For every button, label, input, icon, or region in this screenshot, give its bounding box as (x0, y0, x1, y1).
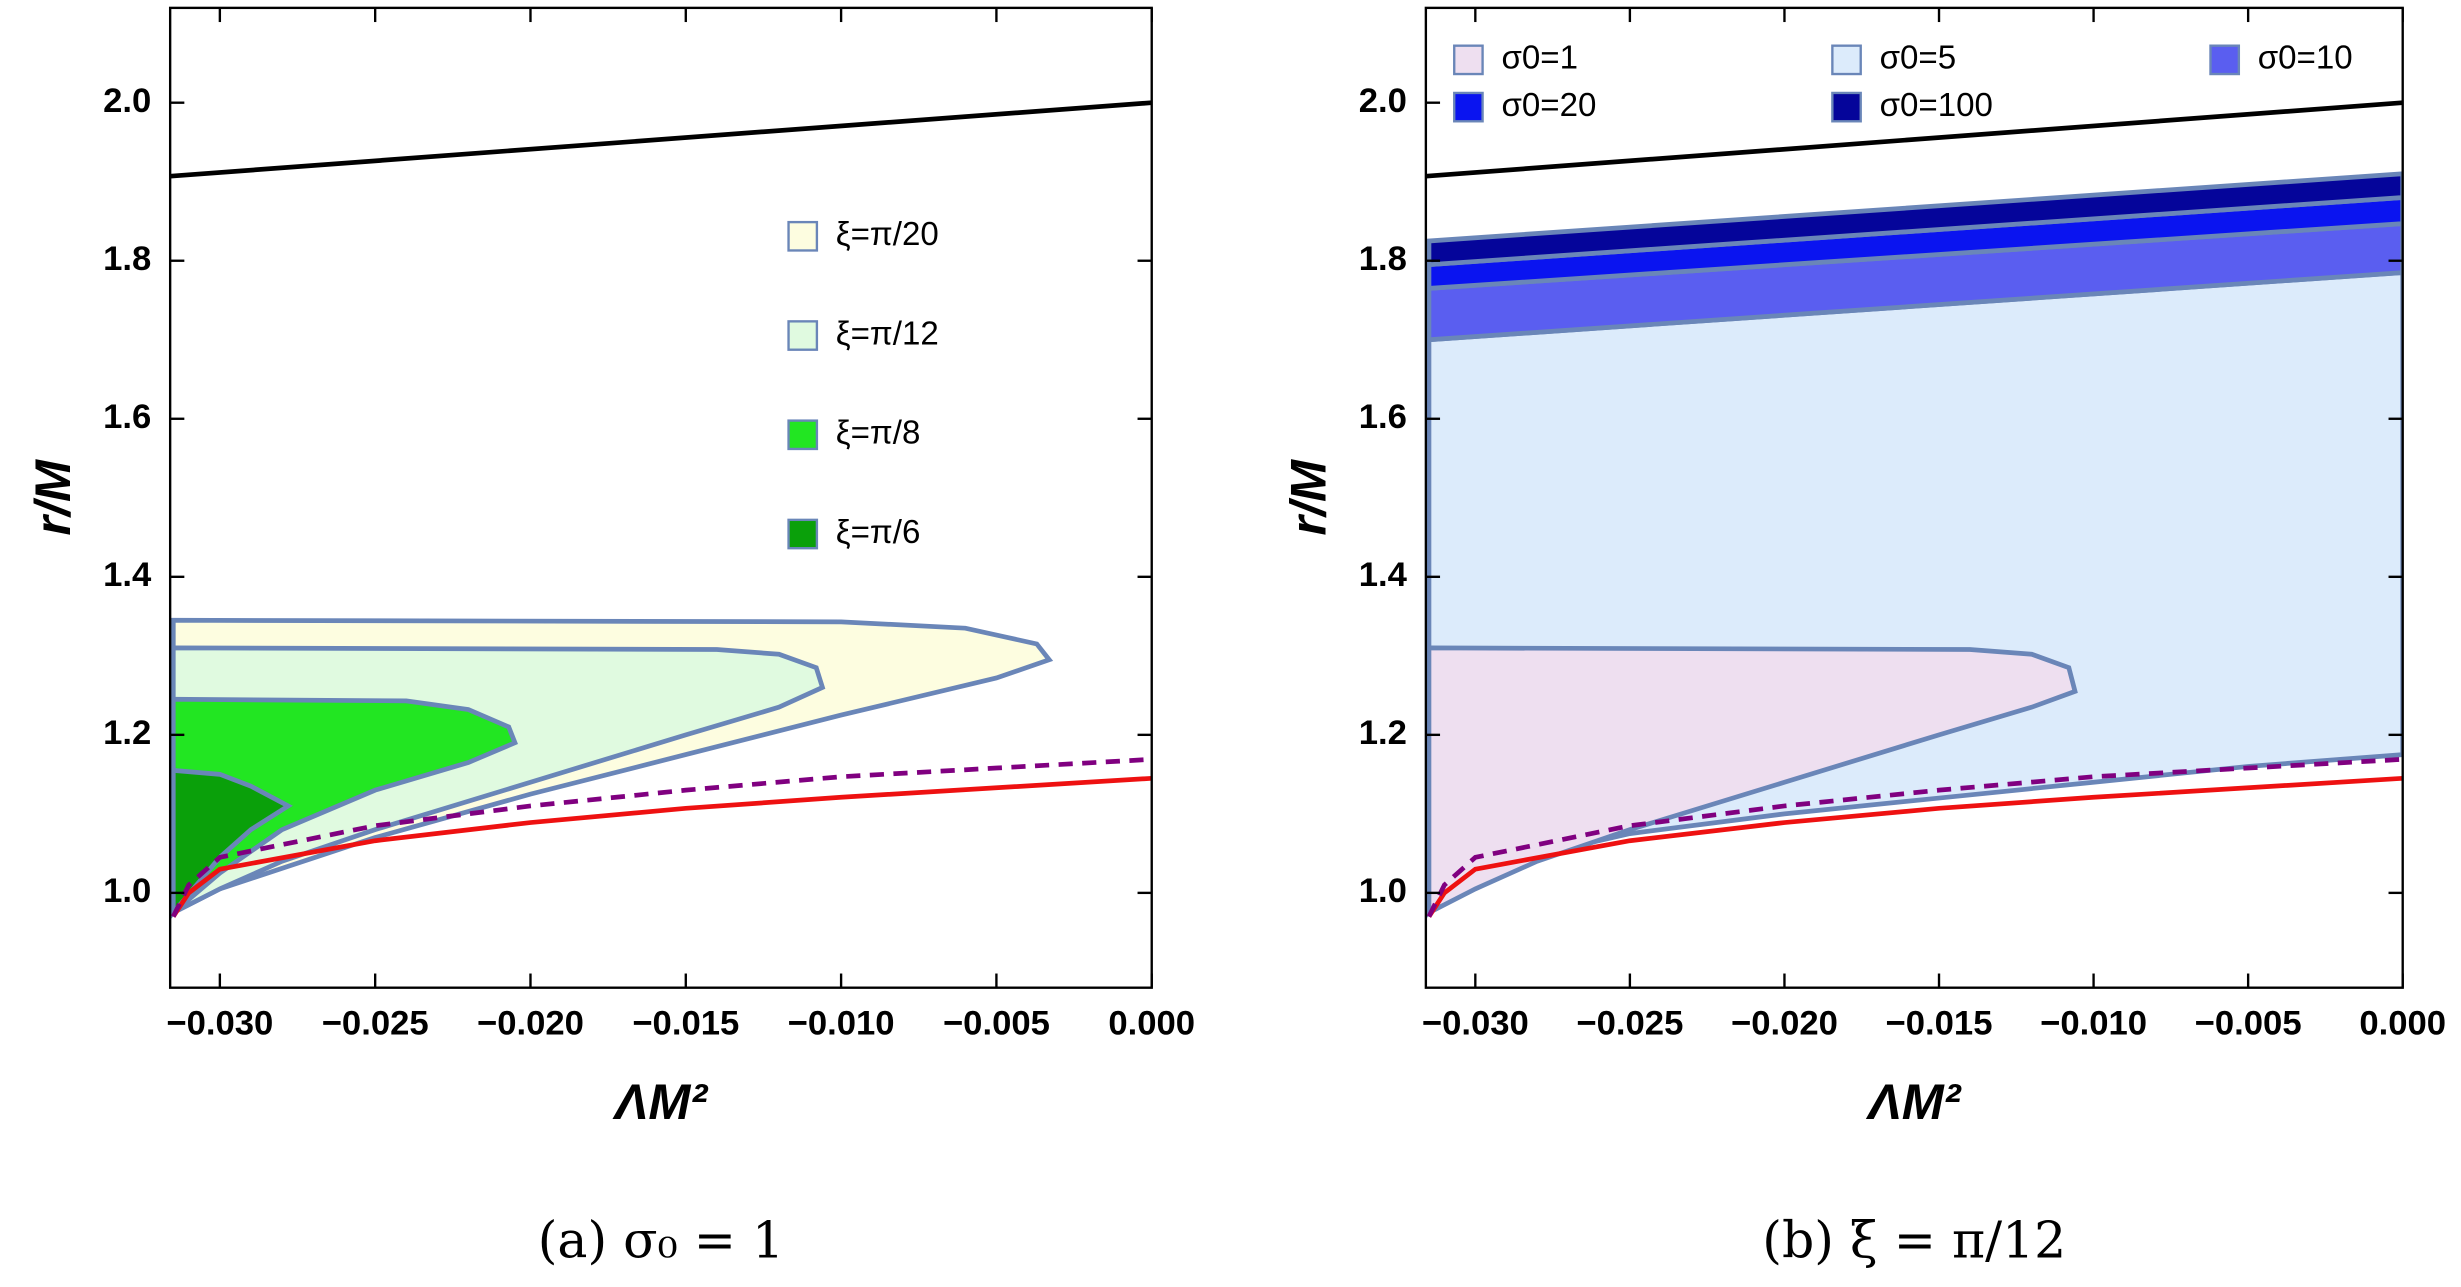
caption: (a) σ₀ = 1 (538, 1210, 784, 1269)
plot-area (170, 100, 1152, 920)
legend-label: σ0=20 (1501, 87, 1596, 124)
y-tick-label: 1.2 (1359, 714, 1407, 752)
region (1426, 221, 2403, 343)
plot: −0.030 −0.025 −0.020 −0.015 −0.010 −0.005 0.00… (24, 6, 1195, 1269)
y-tick-label: 1.8 (103, 240, 151, 278)
x-tick-label: −0.025 (322, 1005, 429, 1043)
legend-swatch (2209, 44, 2241, 76)
x-tick-label: −0.030 (166, 1005, 273, 1043)
curve (1426, 775, 2403, 918)
x-tick-label: −0.015 (1886, 1005, 1993, 1043)
curve (171, 756, 1152, 918)
y-tick-label: 1.8 (1359, 240, 1407, 278)
legend-swatch (1831, 91, 1862, 123)
legend-label: ξ=π/8 (836, 415, 921, 452)
y-tick-label: 1.0 (1359, 872, 1407, 910)
y-tick-label: 1.0 (103, 872, 151, 910)
legend-swatch (787, 220, 819, 252)
y-tick-label: 2.0 (1359, 82, 1407, 120)
plot: −0.030 −0.025 −0.020 −0.015 −0.010 −0.005 0.00… (1280, 6, 2446, 1269)
legend-label: σ0=5 (1880, 40, 1957, 77)
region (170, 696, 518, 918)
region (1426, 171, 2403, 268)
caption: (b) ξ = π/12 (1762, 1210, 2066, 1269)
x-tick-label: −0.005 (943, 1005, 1050, 1043)
x-tick-label: −0.020 (1731, 1005, 1838, 1043)
x-tick-label: −0.005 (2195, 1005, 2302, 1043)
y-tick-label: 1.6 (103, 398, 151, 436)
x-tick-label: 0.000 (1108, 1005, 1195, 1043)
legend-label: σ0=1 (1501, 40, 1578, 77)
legend-swatch (1453, 91, 1484, 123)
x-tick-label: −0.025 (1576, 1005, 1683, 1043)
y-tick-label: 1.4 (103, 556, 152, 594)
region (1426, 195, 2403, 291)
legend-label: σ0=10 (2258, 40, 2353, 77)
legend-swatch (1831, 44, 1862, 76)
curve (170, 100, 1152, 179)
y-tick-label: 1.2 (103, 714, 151, 752)
legend-swatch (787, 419, 819, 451)
region (1426, 645, 2078, 917)
x-tick-label: −0.010 (788, 1005, 895, 1043)
legend-label: σ0=100 (1880, 87, 1993, 124)
y-tick-label: 1.6 (1359, 398, 1407, 436)
x-tick-label: −0.015 (632, 1005, 739, 1043)
frame (168, 6, 1153, 989)
plot-area (1425, 100, 2403, 919)
x-axis-label: ΛM² (612, 1073, 709, 1130)
y-axis-label: r/M (24, 459, 81, 536)
x-axis-label: ΛM² (1865, 1073, 1962, 1130)
legend-swatch (787, 518, 819, 550)
x-tick-label: −0.020 (477, 1005, 584, 1043)
x-tick-label: 0.000 (2359, 1005, 2446, 1043)
curve (171, 775, 1152, 918)
frame (1424, 6, 2404, 989)
legend-swatch (1453, 44, 1484, 76)
legend: σ0=1 σ0=5 σ0=10 σ0=20 σ0=100 (1453, 40, 2353, 124)
curve (1426, 756, 2403, 918)
x-tick-label: −0.010 (2040, 1005, 2147, 1043)
legend-label: ξ=π/12 (836, 315, 939, 352)
y-axis-label: r/M (1280, 459, 1337, 536)
curve (1425, 100, 2403, 179)
y-tick-label: 1.4 (1359, 556, 1408, 594)
x-tick-label: −0.030 (1422, 1005, 1529, 1043)
legend-label: ξ=π/20 (836, 216, 939, 253)
legend: ξ=π/20 ξ=π/12 ξ=π/8 ξ=π/6 (787, 216, 939, 551)
legend-swatch (787, 320, 819, 351)
y-tick-label: 2.0 (103, 82, 151, 120)
legend-label: ξ=π/6 (836, 514, 921, 551)
